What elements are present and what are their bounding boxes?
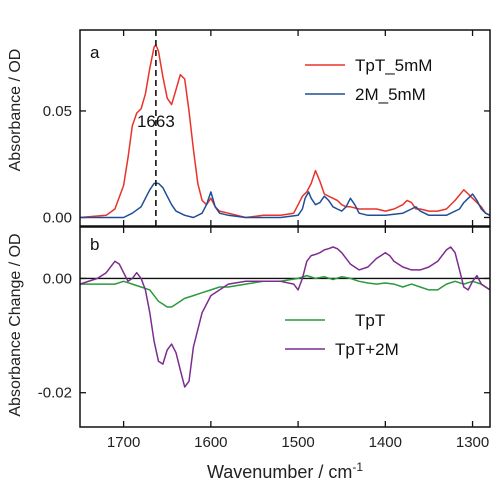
panel-a-legend: TpT_5mM 2M_5mM <box>305 56 432 104</box>
series-line-2m-5mm <box>80 182 491 219</box>
y-tick-label: -0.02 <box>38 385 72 402</box>
panel-b: b 0.00 -0.02 1700 1600 1500 1400 1300 TpT TpT… <box>38 226 491 451</box>
panel-b-y-axis-title: Absorbance Change / OD <box>7 233 24 416</box>
y-tick-label: 0.00 <box>43 270 72 287</box>
panel-a-letter: a <box>90 43 100 62</box>
x-axis-title-superscript: -1 <box>352 460 363 474</box>
x-tick-label: 1300 <box>456 434 489 451</box>
y-tick-label: 0.05 <box>43 103 72 120</box>
panel-b-frame <box>79 226 491 428</box>
panel-b-legend: TpT TpT+2M <box>285 311 399 359</box>
panel-b-letter: b <box>90 235 99 254</box>
x-tick-label: 1400 <box>369 434 402 451</box>
legend-label-tpt: TpT <box>355 311 385 330</box>
y-tick-label: 0.00 <box>43 209 72 226</box>
legend-label-2m-5mm: 2M_5mM <box>355 85 426 104</box>
panel-b-x-ticks: 1700 1600 1500 1400 1300 <box>107 227 489 451</box>
x-axis-title: Wavenumber / cm-1 <box>207 460 363 482</box>
panel-b-series <box>79 246 491 388</box>
panel-a-y-axis-title: Absorbance / OD <box>7 49 24 172</box>
series-line-tpt-2m <box>79 246 491 388</box>
x-tick-label: 1600 <box>194 434 227 451</box>
panel-b-y-ticks: 0.00 -0.02 <box>38 270 490 402</box>
panel-a-y-ticks: 0.00 0.05 <box>43 30 490 226</box>
annotation-1663-label: 1663 <box>137 112 175 131</box>
legend-label-tpt-5mm: TpT_5mM <box>355 56 432 75</box>
series-line-tpt <box>80 274 491 308</box>
x-axis-title-main: Wavenumber / cm <box>207 462 352 482</box>
x-tick-label: 1500 <box>281 434 314 451</box>
panel-a: a 0.00 0.05 1663 TpT_5mM 2M_5mM <box>43 29 491 227</box>
legend-label-tpt-2m: TpT+2M <box>335 340 399 359</box>
panel-a-frame <box>79 29 491 227</box>
x-tick-label: 1700 <box>107 434 140 451</box>
